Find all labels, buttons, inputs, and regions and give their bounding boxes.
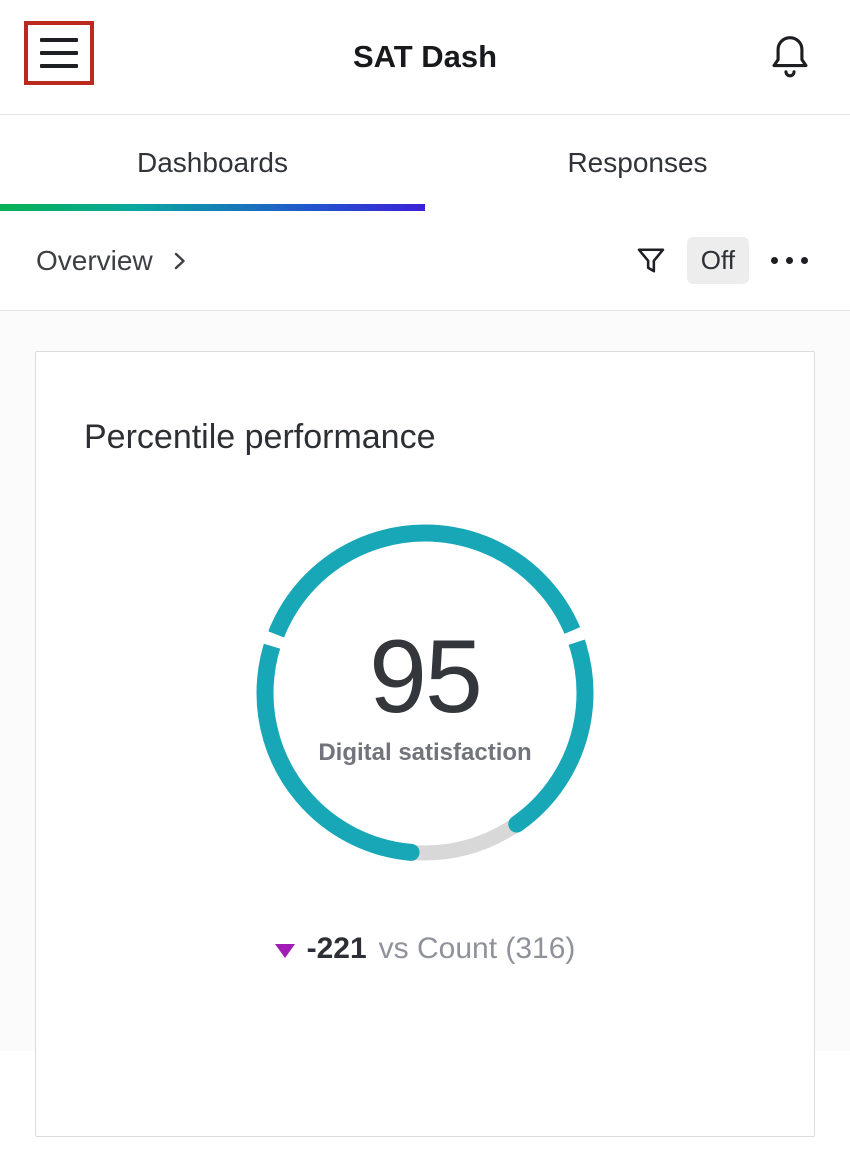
- chevron-right-icon: [174, 252, 185, 269]
- toolbar-actions: Off: [633, 237, 812, 284]
- gauge-value-arc: [256, 524, 594, 862]
- dashboard-body: Percentile performance 95 Digital satisf…: [0, 311, 850, 1137]
- tab-bar: Dashboards Responses: [0, 115, 850, 211]
- notifications-button[interactable]: [768, 32, 812, 83]
- filter-state-badge[interactable]: Off: [686, 237, 749, 284]
- tab-label: Dashboards: [137, 147, 288, 178]
- gauge-chart: 95 Digital satisfaction: [245, 513, 605, 878]
- gauge-separator-0: [254, 522, 596, 864]
- gauge-svg: [254, 522, 596, 864]
- filter-button[interactable]: [633, 243, 669, 279]
- filter-funnel-icon: [637, 247, 665, 272]
- gauge-value: 95: [369, 618, 483, 735]
- widget-title: Percentile performance: [84, 418, 436, 456]
- widget-card: Percentile performance 95 Digital satisf…: [35, 351, 815, 1137]
- delta-value: -221: [306, 932, 367, 965]
- ellipsis-icon: [767, 251, 812, 270]
- gauge-separator-1: [254, 522, 596, 864]
- comparison-row: -221 vs Count (316): [84, 932, 766, 966]
- page-title: SAT Dash: [352, 39, 498, 74]
- comparison-label: vs Count (316): [378, 932, 576, 965]
- menu-button[interactable]: [24, 21, 94, 85]
- tab-dashboards[interactable]: Dashboards: [0, 115, 425, 211]
- gauge-label: Digital satisfaction: [318, 738, 532, 766]
- hamburger-icon: [40, 38, 78, 42]
- toolbar: Overview Off: [0, 211, 850, 311]
- tab-responses[interactable]: Responses: [425, 115, 850, 211]
- tab-label: Responses: [567, 147, 708, 178]
- header: SAT Dash: [0, 0, 850, 115]
- decrease-triangle-icon: [274, 943, 295, 958]
- more-options-button[interactable]: [767, 251, 812, 270]
- bell-icon: [772, 36, 808, 78]
- active-tab-indicator: [0, 204, 425, 211]
- gauge-center: 95 Digital satisfaction: [245, 513, 605, 878]
- breadcrumb[interactable]: Overview: [36, 245, 191, 277]
- breadcrumb-label: Overview: [36, 244, 153, 276]
